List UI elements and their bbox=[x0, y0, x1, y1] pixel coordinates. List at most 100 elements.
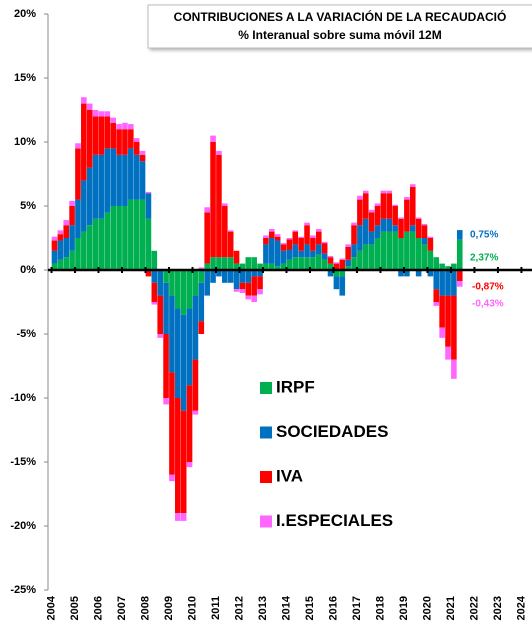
bar-segment bbox=[445, 266, 451, 270]
x-tick-label: 2009 bbox=[163, 596, 175, 620]
bar-segment bbox=[245, 257, 252, 270]
bar-segment bbox=[398, 217, 404, 219]
bar-segment bbox=[451, 295, 457, 360]
bar-segment bbox=[409, 184, 416, 187]
bar-segment bbox=[339, 259, 346, 270]
bar-segment bbox=[222, 203, 228, 206]
bar-segment bbox=[233, 289, 240, 292]
bar-segment bbox=[116, 206, 122, 270]
bar-segment bbox=[192, 295, 199, 360]
x-tick-label: 2015 bbox=[304, 596, 316, 620]
y-tick-label: -20% bbox=[10, 520, 36, 532]
bar-segment bbox=[145, 270, 152, 277]
bar-segment bbox=[151, 250, 158, 270]
bar-segment bbox=[216, 270, 222, 277]
bar-segment bbox=[315, 244, 322, 255]
bar-segment bbox=[333, 270, 340, 277]
bar-segment bbox=[292, 231, 299, 245]
legend-label: I.ESPECIALES bbox=[276, 511, 393, 530]
x-tick-label: 2020 bbox=[421, 596, 433, 620]
bar-segment bbox=[63, 220, 69, 226]
bar-segment bbox=[86, 167, 93, 226]
bar-segment bbox=[380, 193, 387, 219]
x-tick-label: 2013 bbox=[257, 596, 269, 620]
bar-segment bbox=[81, 97, 87, 104]
bar-segment bbox=[151, 282, 158, 302]
bar-segment bbox=[298, 257, 304, 270]
bar-segment bbox=[439, 263, 445, 270]
bar-segment bbox=[133, 138, 140, 142]
bar-segment bbox=[304, 222, 310, 226]
bar-segment bbox=[421, 225, 428, 238]
bar-segment bbox=[227, 230, 234, 232]
bar-segment bbox=[333, 263, 340, 270]
bar-segment bbox=[310, 250, 316, 258]
bar-segment bbox=[321, 259, 328, 270]
y-tick-label: 15% bbox=[14, 72, 36, 84]
bar-segment bbox=[175, 270, 181, 309]
bar-segment bbox=[398, 238, 404, 270]
x-tick-label: 2004 bbox=[45, 595, 57, 620]
bar-segment bbox=[180, 270, 187, 315]
legend-swatch bbox=[260, 515, 272, 528]
bar-segment bbox=[386, 218, 393, 232]
bar-segment bbox=[233, 263, 240, 270]
bar-segment bbox=[263, 235, 269, 238]
bar-segment bbox=[57, 230, 64, 235]
bar-segment bbox=[327, 263, 334, 270]
legend-swatch bbox=[260, 471, 272, 483]
bar-segment bbox=[445, 346, 451, 360]
bar-segment bbox=[404, 199, 410, 232]
bar-segment bbox=[427, 238, 434, 251]
bar-segment bbox=[239, 289, 246, 294]
bar-segment bbox=[57, 240, 64, 260]
bar-segment bbox=[433, 257, 440, 270]
bar-segment bbox=[456, 281, 463, 287]
bar-segment bbox=[315, 231, 322, 245]
bar-segment bbox=[86, 110, 93, 168]
bar-segment bbox=[362, 190, 369, 194]
x-tick-label: 2018 bbox=[374, 596, 386, 620]
bar-segment bbox=[257, 289, 263, 295]
bar-segment bbox=[128, 129, 134, 149]
bar-segment bbox=[404, 197, 410, 200]
bar-segment bbox=[98, 111, 105, 117]
bar-segment bbox=[315, 229, 322, 232]
bar-segment bbox=[333, 276, 340, 290]
bar-segment bbox=[439, 327, 445, 338]
bar-segment bbox=[357, 199, 363, 226]
bar-segment bbox=[451, 270, 457, 296]
bar-segment bbox=[227, 257, 234, 270]
x-tick-label: 2022 bbox=[468, 596, 480, 620]
bar-segment bbox=[310, 238, 316, 251]
bar-segment bbox=[51, 236, 58, 241]
bar-segment bbox=[116, 124, 122, 130]
bar-segment bbox=[374, 206, 381, 226]
bar-segment bbox=[69, 206, 75, 226]
bar-segment bbox=[327, 255, 334, 258]
bar-segment bbox=[210, 142, 216, 258]
bar-segment bbox=[345, 259, 351, 267]
bar-segment bbox=[245, 282, 252, 296]
bar-segment bbox=[198, 321, 205, 334]
bar-segment bbox=[192, 359, 199, 411]
bar-segment bbox=[351, 244, 357, 258]
bar-segment bbox=[357, 195, 363, 200]
y-tick-label: -25% bbox=[10, 584, 36, 596]
bar-segment bbox=[180, 314, 187, 411]
bar-segment bbox=[339, 276, 346, 296]
bar-segment bbox=[245, 295, 252, 300]
bar-segment bbox=[269, 229, 275, 232]
bar-segment bbox=[204, 212, 210, 264]
bar-segment bbox=[392, 204, 398, 206]
bar-segment bbox=[157, 334, 163, 338]
bar-segment bbox=[122, 129, 128, 155]
bar-segment bbox=[321, 243, 328, 254]
bar-segment bbox=[269, 263, 275, 270]
bar-segment bbox=[216, 154, 222, 258]
bar-segment bbox=[427, 250, 434, 270]
bar-segment bbox=[357, 250, 363, 270]
bar-segment bbox=[263, 238, 269, 245]
bar-segment bbox=[122, 154, 128, 206]
bar-segment bbox=[175, 398, 181, 514]
